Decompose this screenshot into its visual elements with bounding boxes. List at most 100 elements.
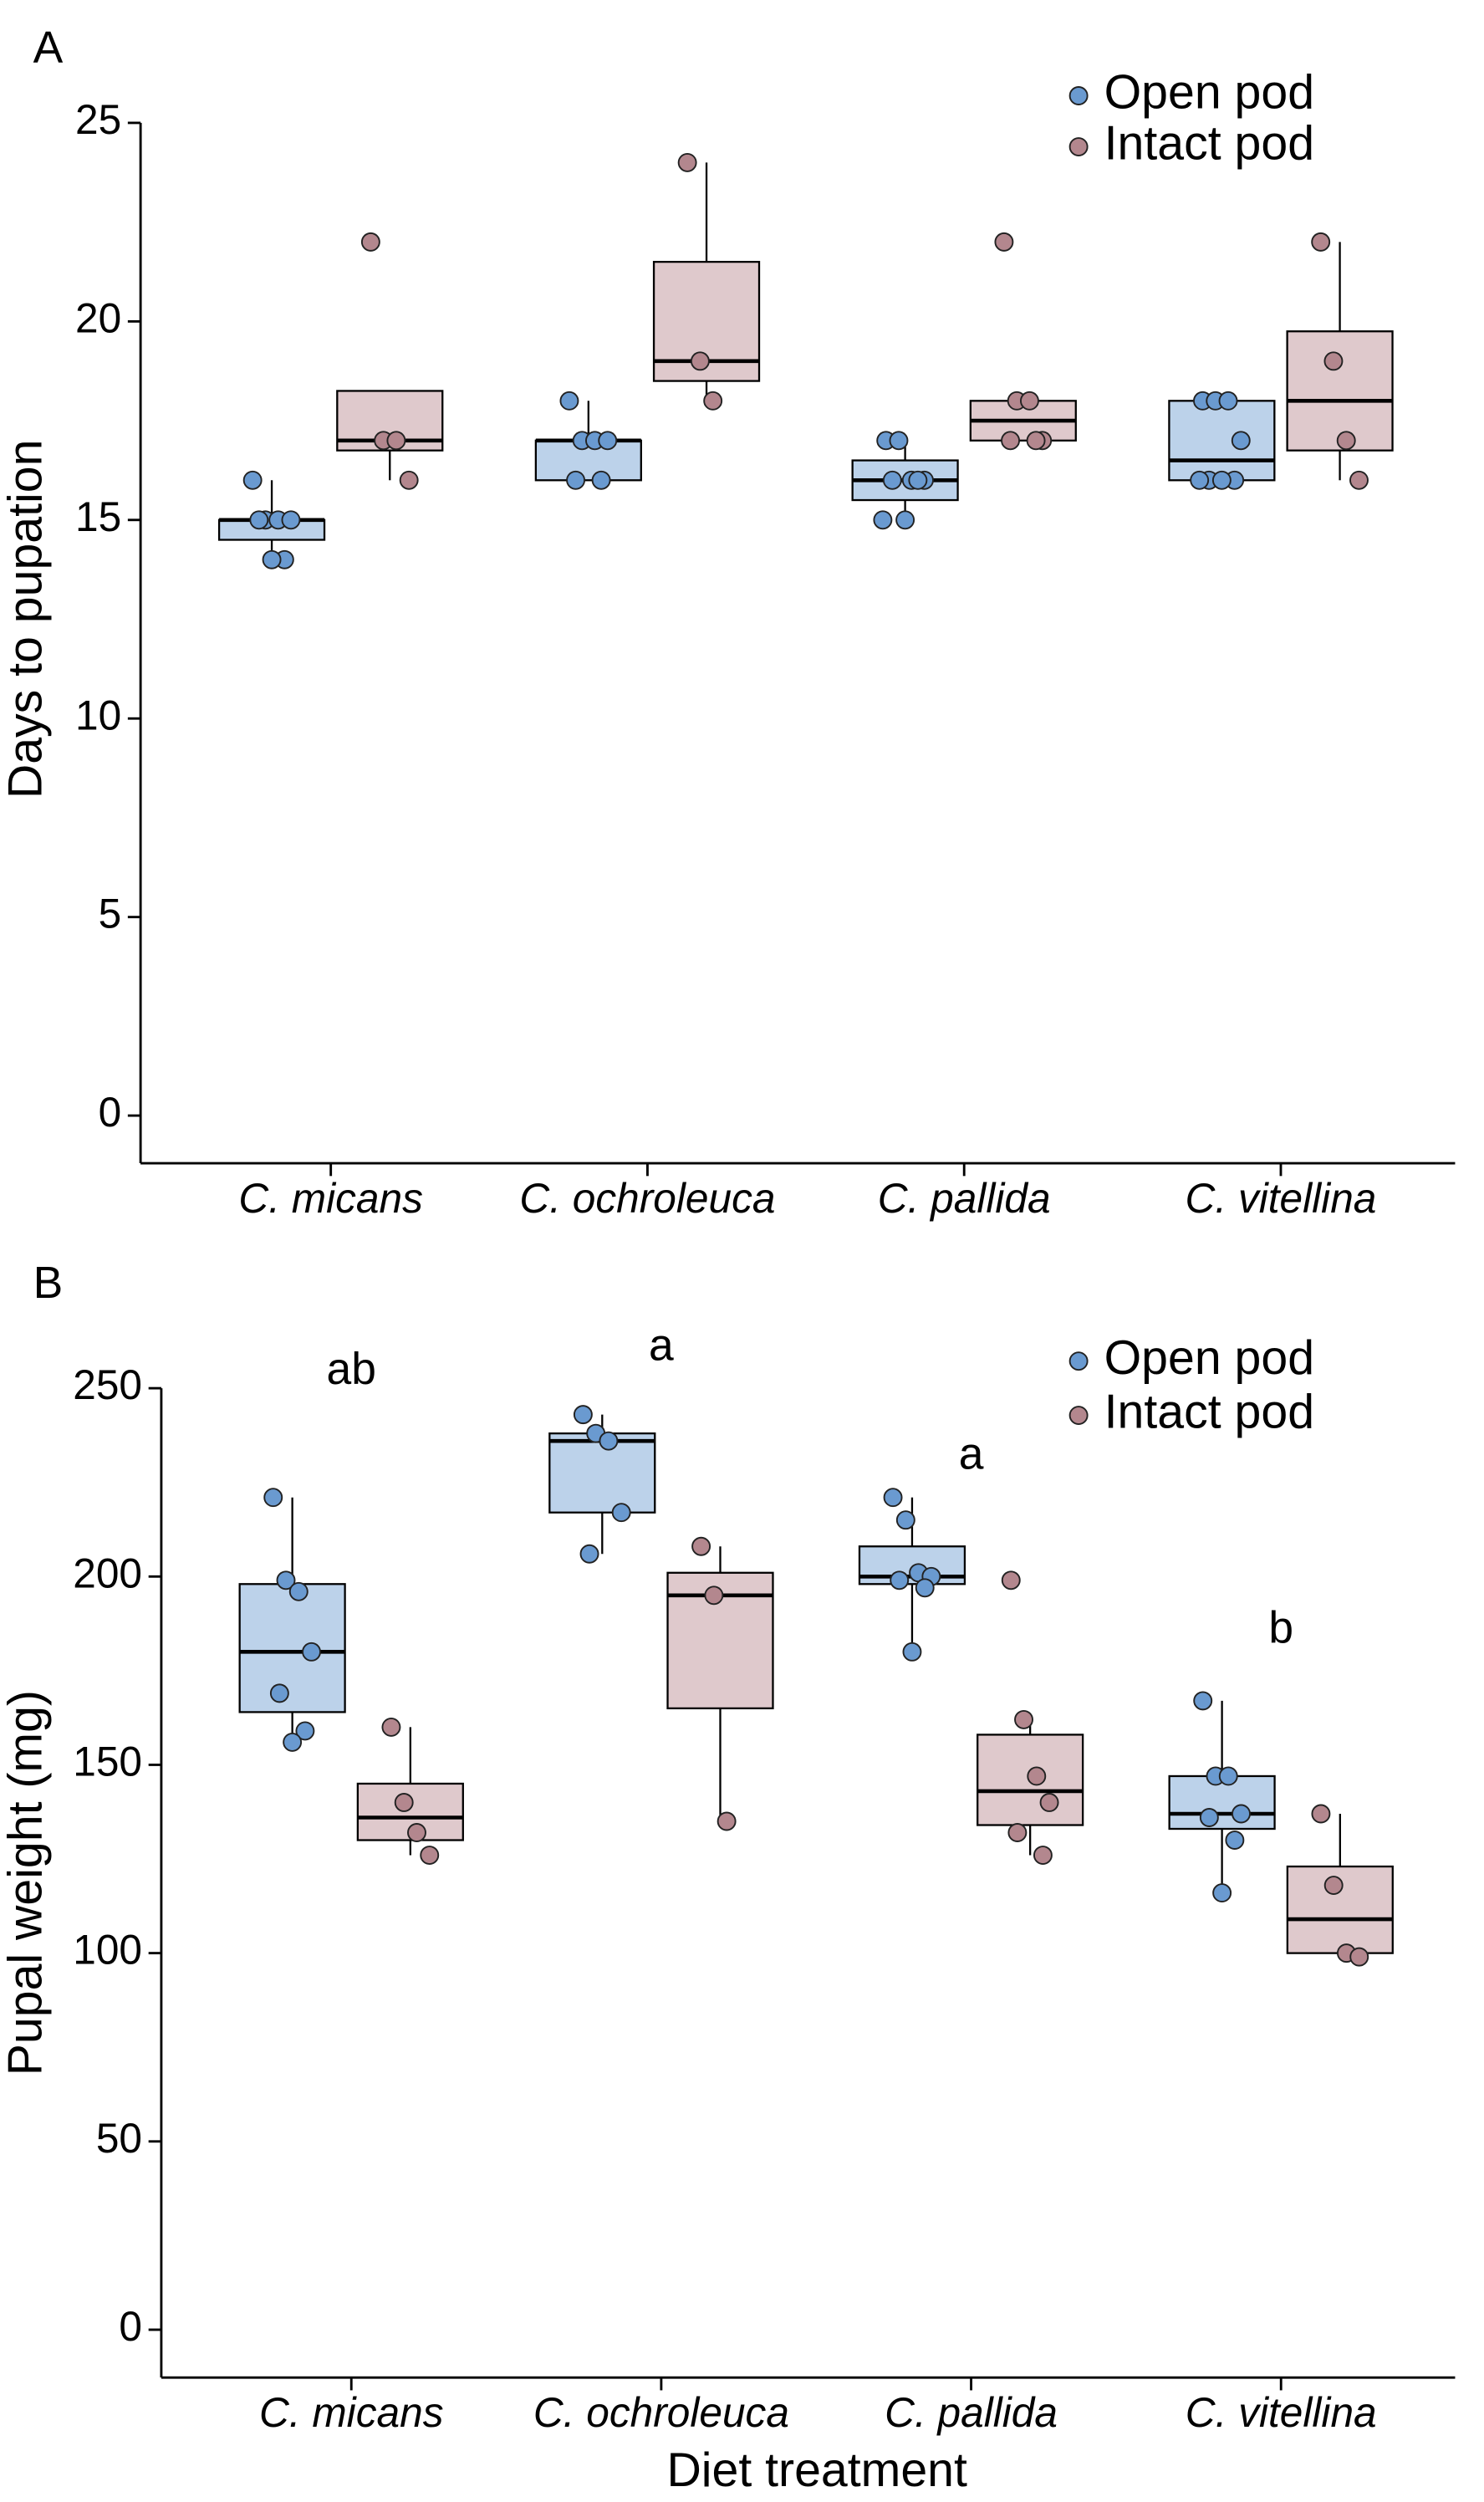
data-point [1336, 431, 1356, 451]
data-point [262, 549, 282, 569]
data-point [1311, 1804, 1331, 1824]
legend-marker [1068, 1351, 1089, 1371]
data-point [1199, 1808, 1219, 1827]
data-point [1211, 470, 1232, 490]
group-label: ab [327, 1345, 376, 1394]
data-point [1218, 391, 1238, 411]
data-point [1225, 1831, 1245, 1850]
data-point [704, 1585, 724, 1606]
y-tick-label: 10 [75, 692, 121, 738]
legend-marker [1068, 137, 1089, 156]
data-point [1026, 431, 1046, 451]
y-tick-label: 25 [75, 96, 121, 143]
data-point [895, 1510, 915, 1530]
legend-label: Intact pod [1104, 1386, 1314, 1439]
x-tick-label: C. ochroleuca [533, 2389, 789, 2436]
data-point [1232, 1804, 1251, 1824]
data-point [288, 1581, 309, 1601]
y-axis-title: Days to pupation [0, 440, 53, 799]
data-point [691, 1536, 711, 1556]
x-tick-label: C. vitellina [1186, 2389, 1377, 2436]
data-point [902, 1642, 922, 1662]
data-point [690, 351, 710, 371]
data-point [566, 470, 586, 490]
legend-label: Open pod [1104, 66, 1314, 120]
y-tick-label: 100 [73, 1927, 142, 1974]
x-tick-label: C. pallida [878, 1175, 1051, 1222]
group-label: a [649, 1321, 674, 1371]
data-point [295, 1721, 315, 1741]
group-label: a [959, 1429, 984, 1478]
data-point [420, 1846, 440, 1865]
data-point [1349, 470, 1369, 490]
data-point [249, 510, 269, 530]
x-tick-label: C. micans [238, 1175, 423, 1222]
data-point [1001, 431, 1020, 451]
data-point [559, 391, 579, 411]
y-tick-label: 20 [75, 294, 121, 341]
data-point [281, 510, 301, 530]
data-point [1311, 232, 1331, 252]
y-tick-label: 200 [73, 1550, 142, 1596]
data-point [386, 431, 406, 451]
data-point [1323, 1876, 1344, 1896]
data-point [1349, 1947, 1369, 1967]
data-point [399, 470, 419, 490]
data-point [283, 1732, 303, 1752]
data-point [381, 1717, 401, 1737]
data-point [394, 1793, 414, 1812]
data-point [1218, 1766, 1238, 1786]
data-point [302, 1642, 321, 1662]
data-point [890, 1570, 910, 1591]
data-point [1212, 1883, 1232, 1903]
box [1168, 1774, 1276, 1831]
data-point [407, 1823, 426, 1842]
box [1286, 330, 1394, 452]
data-point [263, 1488, 283, 1508]
data-point [889, 431, 909, 451]
box [238, 1583, 346, 1713]
data-point [1027, 1766, 1047, 1786]
data-point [1190, 470, 1210, 490]
data-point [1193, 1691, 1213, 1711]
y-tick-label: 250 [73, 1361, 142, 1408]
panel-label: B [33, 1259, 64, 1308]
data-point [883, 1488, 903, 1508]
legend-label: Open pod [1104, 1331, 1314, 1385]
legend-label: Intact pod [1104, 117, 1314, 171]
data-point [915, 1578, 935, 1598]
box [1168, 400, 1276, 482]
data-point [611, 1503, 631, 1523]
data-point [276, 1570, 296, 1591]
x-tick-label: C. pallida [885, 2389, 1058, 2436]
data-point [573, 1405, 593, 1425]
data-point [1019, 391, 1039, 411]
legend-marker [1068, 1406, 1089, 1425]
data-point [1323, 351, 1344, 371]
data-point [717, 1811, 737, 1831]
data-point [1007, 1823, 1028, 1842]
x-tick-label: C. micans [259, 2389, 444, 2436]
x-axis-title: Diet treatment [666, 2443, 967, 2497]
data-point [703, 391, 723, 411]
y-tick-label: 150 [73, 1739, 142, 1785]
data-point [1033, 1846, 1053, 1865]
y-tick-label: 5 [99, 891, 122, 937]
panel-label: A [33, 23, 64, 73]
data-point [1014, 1709, 1033, 1729]
x-tick-label: C. vitellina [1186, 1175, 1377, 1222]
data-point [873, 510, 893, 530]
data-point [1039, 1793, 1059, 1812]
data-point [994, 232, 1014, 252]
data-point [677, 152, 697, 172]
y-tick-label: 0 [119, 2303, 142, 2350]
y-axis-title: Pupal weight (mg) [0, 1690, 53, 2076]
data-point [242, 470, 263, 490]
y-tick-label: 15 [75, 493, 121, 540]
data-point [360, 232, 380, 252]
y-tick-label: 50 [96, 2115, 142, 2162]
data-point [591, 470, 611, 490]
data-point [579, 1544, 599, 1564]
x-tick-label: C. ochroleuca [519, 1175, 775, 1222]
